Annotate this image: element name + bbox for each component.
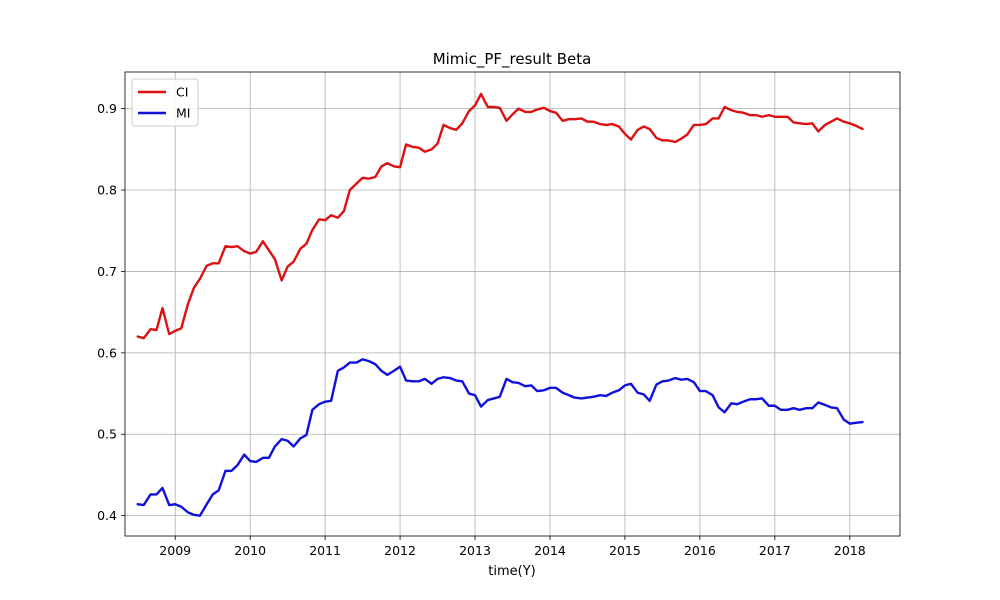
y-tick-label: 0.5 [97,427,117,442]
x-tick-label: 2012 [384,543,416,558]
y-tick-label: 0.4 [97,508,117,523]
series-line-mi [136,358,864,517]
axis-ticks: 2009 2010 2011 2012 2013 2014 2015 2016 2017 2018… [97,101,866,558]
legend: CI MI [131,78,199,127]
legend-box [131,78,199,127]
x-tick-label: 2018 [834,543,866,558]
x-tick-label: 2010 [234,543,266,558]
x-tick-label: 2015 [609,543,641,558]
y-tick-label: 0.9 [97,101,117,116]
y-tick-label: 0.8 [97,183,117,198]
legend-label-ci: CI [176,85,188,100]
x-tick-label: 2014 [534,543,566,558]
y-tick-label: 0.6 [97,345,117,360]
x-tick-label: 2017 [759,543,791,558]
y-tick-label: 0.7 [97,264,117,279]
legend-label-mi: MI [176,106,190,121]
series-line-ci [136,92,864,340]
plot-area-frame [124,71,901,537]
x-tick-label: 2011 [309,543,341,558]
x-tick-label: 2016 [684,543,716,558]
x-tick-label: 2009 [159,543,191,558]
x-tick-label: 2013 [459,543,491,558]
series-lines [136,92,864,517]
chart-title: Mimic_PF_result Beta [433,50,592,69]
x-axis-title: time(Y) [488,564,535,579]
grid-lines [125,72,900,536]
